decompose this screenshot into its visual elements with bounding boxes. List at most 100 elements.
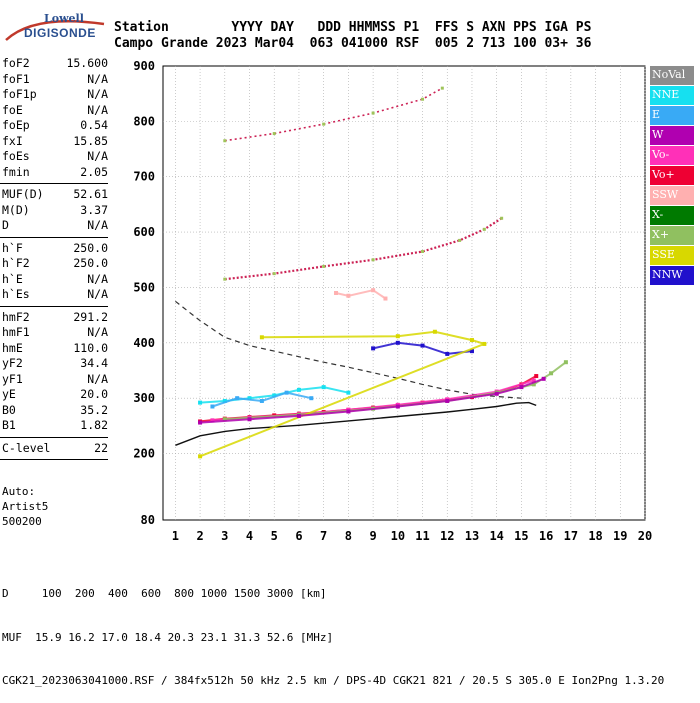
legend-item: Vo+ bbox=[650, 166, 694, 185]
param-row: yF2 34.4 bbox=[0, 356, 112, 372]
param-group-2: MUF(D) 52.61 M(D) 3.37 D N/A bbox=[0, 187, 112, 234]
param-row: M(D) 3.37 bbox=[0, 203, 112, 219]
param-value: N/A bbox=[87, 149, 108, 163]
param-key: h`E bbox=[2, 271, 23, 286]
x-tick-label: 10 bbox=[391, 529, 405, 543]
param-key: h`F bbox=[2, 240, 23, 255]
param-value: N/A bbox=[87, 325, 108, 339]
param-value: N/A bbox=[87, 287, 108, 301]
data-point bbox=[198, 420, 203, 425]
second-hop-trace bbox=[224, 217, 503, 281]
file-info-row: CGK21_2023063041000.RSF / 384fx512h 50 k… bbox=[2, 674, 665, 687]
x-tick-label: 9 bbox=[369, 529, 376, 543]
data-point bbox=[458, 238, 462, 242]
param-value: 110.0 bbox=[73, 340, 108, 355]
x-tick-label: 5 bbox=[271, 529, 278, 543]
param-group-3: h`F 250.0 h`F2 250.0 h`E N/A h`Es N/A bbox=[0, 241, 112, 303]
x-tick-label: 2 bbox=[196, 529, 203, 543]
data-point bbox=[259, 335, 264, 340]
data-point bbox=[198, 400, 203, 405]
param-key: yF1 bbox=[2, 371, 23, 386]
trace-line bbox=[224, 361, 567, 421]
logo-swoosh-icon bbox=[5, 19, 105, 41]
parameter-table: foF2 15.600 foF1 N/A foF1p N/A foE N/A foEp 0.54 f… bbox=[0, 56, 112, 463]
data-point bbox=[272, 272, 276, 276]
legend: NoVal NNE E W Vo- Vo+ SSW X- X+ SSE NNW bbox=[650, 66, 694, 286]
plot-frame bbox=[162, 65, 646, 521]
x-tick-label: 20 bbox=[638, 529, 652, 543]
auto-label: Auto: bbox=[2, 485, 36, 498]
param-key: hmE bbox=[2, 340, 23, 355]
param-row: hmF2 291.2 bbox=[0, 310, 112, 326]
param-value: 22 bbox=[94, 440, 108, 455]
legend-item: SSW bbox=[650, 186, 694, 205]
y-tick-label: 800 bbox=[133, 114, 155, 128]
x-tick-label: 15 bbox=[514, 529, 528, 543]
param-row: D N/A bbox=[0, 218, 112, 234]
x-tick-label: 19 bbox=[613, 529, 627, 543]
legend-item: NoVal bbox=[650, 66, 694, 85]
param-row: h`F 250.0 bbox=[0, 241, 112, 257]
y-tick-label: 600 bbox=[133, 225, 155, 239]
header-row1: Station YYYY DAY DDD HHMMSS P1 FFS S AXN… bbox=[114, 20, 592, 35]
param-row: foF1 N/A bbox=[0, 72, 112, 88]
param-value: 15.600 bbox=[66, 56, 108, 70]
param-key: D bbox=[2, 218, 9, 232]
legend-item: NNW bbox=[650, 266, 694, 285]
x-tick-label: 6 bbox=[295, 529, 302, 543]
param-row: h`E N/A bbox=[0, 272, 112, 288]
param-key: hmF1 bbox=[2, 325, 30, 339]
y-tick-label: 400 bbox=[133, 336, 155, 350]
trace-line bbox=[372, 341, 473, 355]
x-tick-label: 8 bbox=[345, 529, 352, 543]
x-tick-label: 17 bbox=[564, 529, 578, 543]
param-row: C-level 22 bbox=[0, 441, 112, 457]
param-row: B1 1.82 bbox=[0, 418, 112, 434]
auto-version: 500200 bbox=[2, 515, 42, 528]
param-key: foEp bbox=[2, 118, 30, 132]
param-row: foEp 0.54 bbox=[0, 118, 112, 134]
param-key: hmF2 bbox=[2, 309, 30, 324]
param-key: MUF(D) bbox=[2, 187, 44, 201]
param-key: foE bbox=[2, 102, 23, 117]
param-divider bbox=[0, 436, 108, 438]
param-row: foEs N/A bbox=[0, 149, 112, 165]
legend-item: Vo- bbox=[650, 146, 694, 165]
data-point bbox=[223, 277, 227, 281]
x-tick-label: 18 bbox=[588, 529, 602, 543]
param-key: foEs bbox=[2, 149, 30, 163]
param-key: fxI bbox=[2, 133, 23, 148]
x-tick-label: 7 bbox=[320, 529, 327, 543]
legend-item: W bbox=[650, 126, 694, 145]
param-key: M(D) bbox=[2, 202, 30, 217]
autoscale-info: Auto: Artist5 500200 bbox=[2, 484, 48, 529]
param-row: yE 20.0 bbox=[0, 387, 112, 403]
distance-row: D 100 200 400 600 800 1000 1500 3000 [km… bbox=[2, 587, 327, 600]
data-point bbox=[322, 122, 326, 126]
param-row: foF2 15.600 bbox=[0, 56, 112, 72]
x-tick-label: 12 bbox=[440, 529, 454, 543]
x-tick-label: 16 bbox=[539, 529, 553, 543]
param-key: foF2 bbox=[2, 56, 30, 70]
trace-line bbox=[200, 386, 349, 404]
param-value: 34.4 bbox=[80, 356, 108, 370]
param-row: yF1 N/A bbox=[0, 372, 112, 388]
trace-line bbox=[199, 330, 488, 458]
data-point bbox=[421, 249, 425, 253]
y-tick-label: 200 bbox=[133, 447, 155, 461]
param-row: h`F2 250.0 bbox=[0, 256, 112, 272]
param-value: 1.82 bbox=[80, 418, 108, 432]
param-value: 0.54 bbox=[80, 118, 108, 132]
data-point bbox=[534, 374, 539, 379]
param-value: N/A bbox=[87, 271, 108, 286]
trace-line bbox=[212, 391, 312, 408]
data-point bbox=[309, 396, 314, 401]
header-row2: Campo Grande 2023 Mar04 063 041000 RSF 0… bbox=[114, 36, 592, 51]
param-group-5: C-level 22 bbox=[0, 441, 112, 457]
param-value: N/A bbox=[87, 71, 108, 86]
data-point bbox=[371, 111, 375, 115]
third-hop-trace bbox=[224, 87, 443, 142]
data-point bbox=[482, 227, 486, 231]
auto-software: Artist5 bbox=[2, 500, 49, 513]
trace-line bbox=[200, 377, 545, 424]
